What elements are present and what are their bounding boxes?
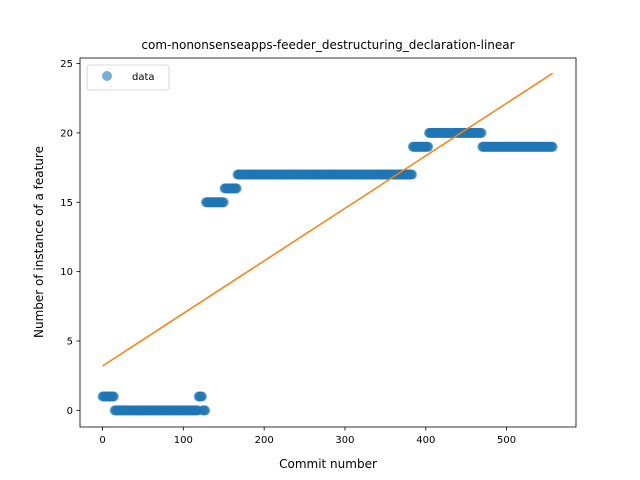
fit-line [102,72,554,367]
y-tick-label: 25 [60,59,73,70]
data-point [196,391,207,402]
chart-title: com-nononsenseapps-feeder_destructuring_… [141,38,514,52]
y-axis-ticks: 0 5 10 15 20 25 [60,59,80,417]
x-tick-label: 100 [174,435,193,446]
y-tick-label: 0 [67,406,73,417]
data-point [407,169,418,180]
x-tick-label: 500 [497,435,516,446]
data-point [231,183,242,194]
legend-box [86,64,170,91]
y-tick-label: 10 [60,267,73,278]
x-axis-label: Commit number [279,457,377,471]
fit-line-series [102,72,554,367]
plot-area-frame [79,57,577,428]
scatter-series-data [97,127,558,416]
x-tick-label: 400 [416,435,435,446]
y-tick-label: 5 [67,336,73,347]
data-point [200,405,211,416]
x-tick-label: 0 [99,435,105,446]
x-tick-label: 200 [255,435,274,446]
y-axis-label: Number of instance of a feature [32,146,46,338]
legend-marker-data [102,71,112,81]
legend-entry-data: data [132,72,155,83]
y-tick-label: 20 [60,128,73,139]
y-tick-label: 15 [60,198,73,209]
legend: data [86,64,170,91]
data-point [476,127,487,138]
x-tick-label: 300 [335,435,354,446]
data-point [218,197,229,208]
data-point [423,141,434,152]
data-point [108,391,119,402]
data-point [547,141,558,152]
x-axis-ticks: 0 100 200 300 400 500 [99,427,516,446]
